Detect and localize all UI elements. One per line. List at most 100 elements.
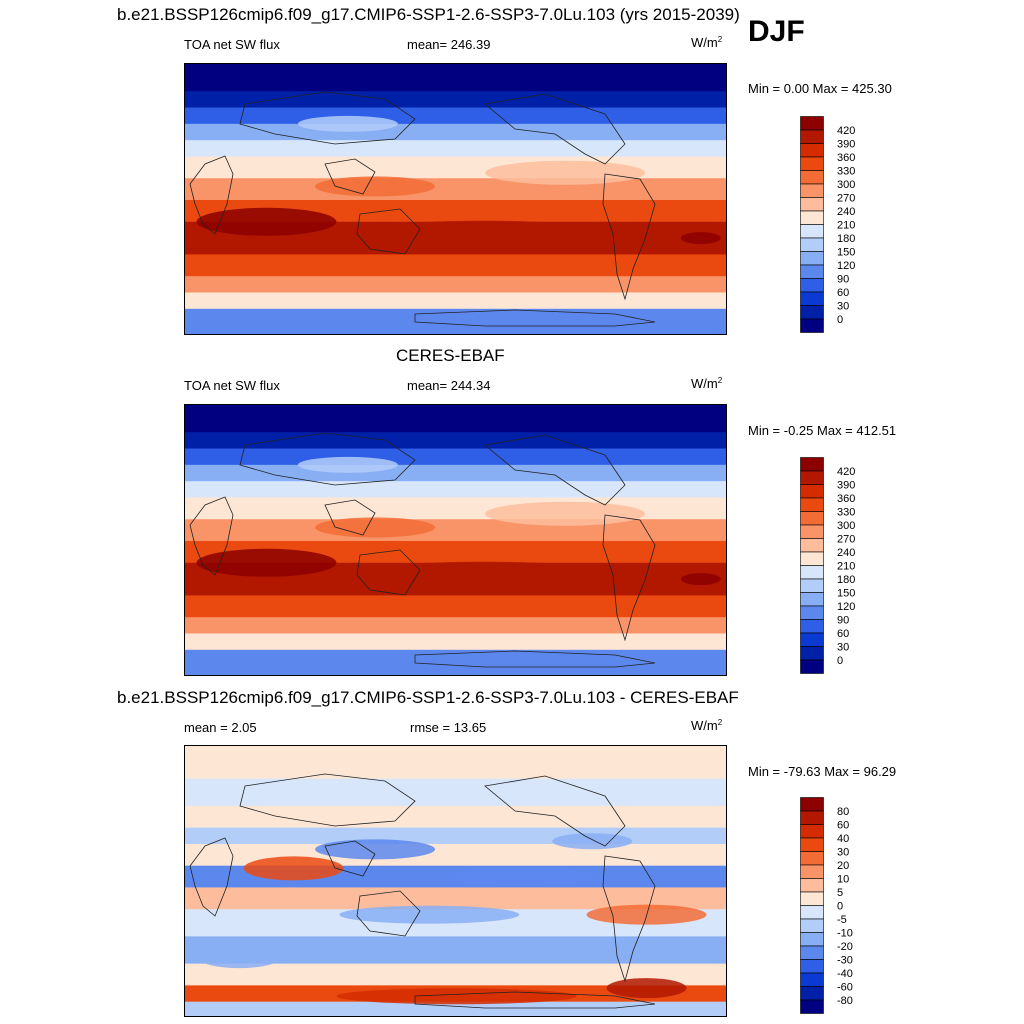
field-anomaly bbox=[196, 548, 337, 577]
colorbar-swatch bbox=[800, 932, 824, 947]
colorbar-swatch bbox=[800, 524, 824, 539]
field-anomaly bbox=[315, 517, 436, 538]
field-band bbox=[185, 292, 726, 310]
season-label: DJF bbox=[748, 15, 805, 48]
colorbar-swatch bbox=[800, 797, 824, 812]
panel-diff-mean-label: mean = 2.05 bbox=[184, 720, 257, 735]
colorbar-tick-label: -60 bbox=[837, 982, 853, 994]
colorbar-swatch bbox=[800, 497, 824, 512]
colorbar-swatch bbox=[800, 986, 824, 1001]
colorbar-swatch bbox=[800, 143, 824, 158]
coastline bbox=[602, 173, 656, 301]
colorbar-tick-label: 360 bbox=[837, 152, 855, 164]
map-svg bbox=[185, 746, 726, 1016]
colorbar-tick-label: 20 bbox=[837, 860, 849, 872]
field-band bbox=[185, 91, 726, 109]
panel-obs-mean-label: mean= 244.34 bbox=[407, 378, 491, 393]
colorbar-tick-label: 120 bbox=[837, 601, 855, 613]
coastline bbox=[414, 650, 656, 668]
colorbar-tick-label: 30 bbox=[837, 301, 849, 313]
colorbar-swatch bbox=[800, 511, 824, 526]
colorbar-tick-label: 0 bbox=[837, 314, 843, 326]
coastline bbox=[189, 837, 234, 917]
field-anomaly bbox=[297, 456, 398, 473]
colorbar-swatch bbox=[800, 632, 824, 647]
field-band bbox=[185, 254, 726, 277]
colorbar-swatch bbox=[800, 605, 824, 620]
colorbar-tick-label: 120 bbox=[837, 260, 855, 272]
field-band bbox=[185, 649, 726, 675]
colorbar-tick-label: -40 bbox=[837, 968, 853, 980]
colorbar-swatch bbox=[800, 538, 824, 553]
colorbar-tick-label: -5 bbox=[837, 914, 847, 926]
colorbar-swatch bbox=[800, 116, 824, 131]
field-anomaly bbox=[485, 160, 646, 185]
field-band bbox=[185, 464, 726, 482]
colorbar-tick-label: 300 bbox=[837, 520, 855, 532]
colorbar-tick-label: 80 bbox=[837, 806, 849, 818]
coastline bbox=[239, 773, 416, 827]
colorbar-tick-label: 180 bbox=[837, 574, 855, 586]
field-band bbox=[185, 778, 726, 807]
field-anomaly bbox=[297, 115, 398, 132]
colorbar-swatch bbox=[800, 646, 824, 661]
colorbar-swatch bbox=[800, 318, 824, 333]
colorbar-swatch bbox=[800, 237, 824, 252]
colorbar-swatch bbox=[800, 659, 824, 674]
colorbar-tick-label: 330 bbox=[837, 507, 855, 519]
coastline bbox=[324, 158, 376, 195]
field-band bbox=[185, 64, 726, 92]
colorbar-tick-label: 420 bbox=[837, 466, 855, 478]
field-anomaly bbox=[199, 948, 280, 969]
map-svg bbox=[185, 64, 726, 334]
field-band bbox=[185, 156, 726, 179]
coastline bbox=[484, 434, 626, 506]
colorbar-tick-label: 60 bbox=[837, 628, 849, 640]
coastline bbox=[484, 93, 626, 165]
colorbar-tick-label: -30 bbox=[837, 955, 853, 967]
colorbar-tick-label: 0 bbox=[837, 655, 843, 667]
colorbar-tick-label: 5 bbox=[837, 887, 843, 899]
panel-obs-unit-label: W/m2 bbox=[691, 376, 723, 391]
coastline bbox=[356, 890, 421, 937]
panel-obs-title: CERES-EBAF bbox=[396, 346, 505, 365]
colorbar-swatch bbox=[800, 129, 824, 144]
colorbar-tick-label: 240 bbox=[837, 206, 855, 218]
panel-diff-map bbox=[184, 745, 727, 1017]
field-band bbox=[185, 481, 726, 499]
colorbar-swatch bbox=[800, 291, 824, 306]
colorbar-tick-label: -80 bbox=[837, 995, 853, 1007]
field-band bbox=[185, 963, 726, 986]
colorbar-tick-label: 390 bbox=[837, 480, 855, 492]
colorbar-swatch bbox=[800, 278, 824, 293]
field-band bbox=[185, 595, 726, 618]
field-anomaly bbox=[680, 573, 721, 586]
colorbar-swatch bbox=[800, 264, 824, 279]
colorbar-swatch bbox=[800, 551, 824, 566]
field-anomaly bbox=[552, 833, 633, 850]
field-band bbox=[185, 887, 726, 910]
colorbar-tick-label: 30 bbox=[837, 642, 849, 654]
colorbar-swatch bbox=[800, 251, 824, 266]
coastline bbox=[356, 208, 421, 255]
field-band bbox=[185, 448, 726, 466]
coastline bbox=[414, 309, 656, 327]
colorbar-swatch bbox=[800, 918, 824, 933]
colorbar-swatch bbox=[800, 224, 824, 239]
field-anomaly bbox=[451, 866, 592, 887]
field-band bbox=[185, 432, 726, 450]
colorbar-tick-label: 60 bbox=[837, 820, 849, 832]
field-anomaly bbox=[339, 905, 520, 924]
panel-obs-minmax-label: Min = -0.25 Max = 412.51 bbox=[748, 423, 897, 438]
colorbar-tick-label: 270 bbox=[837, 193, 855, 205]
colorbar-swatch bbox=[800, 156, 824, 171]
panel-model-mean-label: mean= 246.39 bbox=[407, 37, 491, 52]
field-anomaly bbox=[315, 176, 436, 197]
colorbar-tick-label: 180 bbox=[837, 233, 855, 245]
field-anomaly bbox=[606, 978, 687, 999]
panel-model-minmax-label: Min = 0.00 Max = 425.30 bbox=[748, 81, 892, 96]
colorbar-tick-label: 330 bbox=[837, 166, 855, 178]
